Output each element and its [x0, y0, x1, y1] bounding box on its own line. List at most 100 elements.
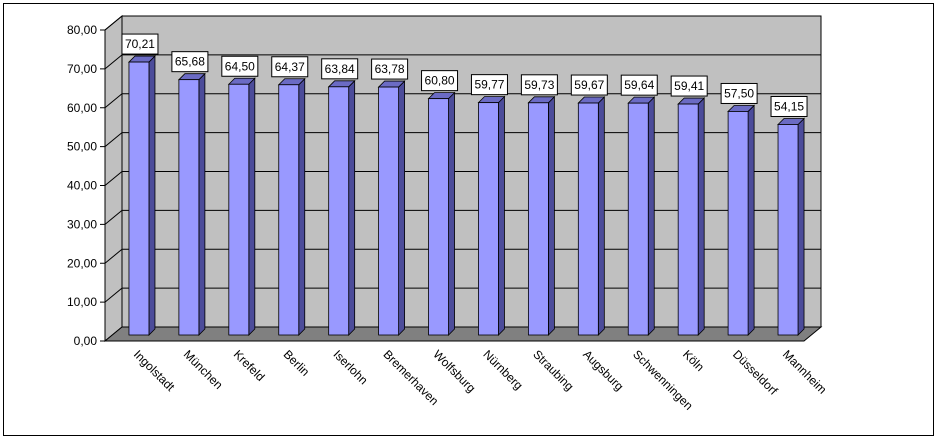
category-label: Nürnberg: [480, 347, 525, 392]
data-label: 64,37: [271, 56, 309, 78]
bar-side: [198, 72, 206, 336]
bar: [677, 97, 706, 336]
data-label-value: 64,50: [225, 59, 255, 73]
data-label-value: 64,37: [275, 60, 305, 74]
data-label-box: [520, 74, 558, 96]
y-tick-label: 10,00: [67, 295, 97, 309]
data-label-box: [321, 58, 359, 80]
plot-walls: [103, 14, 823, 343]
bar-front: [727, 111, 749, 336]
data-label: 63,84: [321, 58, 359, 80]
data-label-box: [570, 74, 608, 96]
bar-side: [148, 55, 156, 336]
data-label-value: 59,77: [474, 78, 504, 92]
bar-side: [647, 96, 655, 336]
data-label-value: 63,84: [325, 62, 355, 76]
category-label: Krefeld: [231, 347, 268, 384]
bar: [577, 96, 606, 336]
bar-side: [797, 117, 805, 336]
y-tick-label: 40,00: [67, 179, 97, 193]
data-label-value: 70,21: [125, 37, 155, 51]
data-label: 57,50: [720, 82, 758, 104]
bar: [427, 91, 456, 336]
category-label: Düsseldorf: [730, 347, 781, 398]
data-label-box: [670, 75, 708, 97]
data-label-box: [171, 51, 209, 73]
data-label-value: 59,67: [574, 78, 604, 92]
bar-front: [677, 103, 699, 336]
category-label: München: [181, 347, 226, 392]
category-label: Augsburg: [580, 347, 626, 393]
data-label: 64,50: [221, 55, 259, 77]
gridline: [104, 54, 821, 70]
data-label-box: [620, 74, 658, 96]
bar-front: [577, 102, 599, 336]
bar-front: [128, 61, 150, 336]
bar-front: [328, 86, 350, 336]
floor: [103, 326, 823, 342]
data-label: 59,73: [520, 74, 558, 96]
bar: [227, 77, 256, 336]
data-label: 59,77: [470, 74, 508, 96]
bar-side: [747, 104, 755, 336]
data-label: 60,80: [421, 70, 459, 92]
data-label-value: 63,78: [375, 62, 405, 76]
bar-side: [448, 91, 455, 336]
bar: [727, 104, 756, 336]
data-labels: 70,21 65,68 64,50 64,37 63,84 63,78 60,80 59,77…: [121, 33, 808, 117]
bar-side: [597, 96, 605, 336]
data-label: 63,78: [371, 58, 409, 80]
bar-side: [298, 77, 306, 336]
category-label: Straubing: [530, 347, 576, 393]
bar-side: [398, 80, 406, 336]
bar-side: [547, 95, 555, 336]
x-axis: Ingolstadt München Krefeld Berlin Iserlohn Br…: [105, 340, 830, 413]
bar-front: [278, 84, 300, 336]
data-label-value: 60,80: [425, 74, 455, 88]
data-label: 65,68: [171, 51, 209, 73]
y-tick-label: 0,00: [74, 334, 98, 348]
data-label-value: 54,15: [774, 99, 804, 113]
bars: [127, 55, 806, 336]
data-label: 59,41: [670, 75, 708, 97]
data-label-box: [371, 58, 409, 80]
data-label-box: [221, 55, 259, 77]
data-label-box: [720, 82, 758, 104]
category-label: Berlin: [281, 347, 313, 379]
y-tick-label: 70,00: [67, 62, 97, 76]
bar: [527, 95, 556, 336]
category-label: Mannheim: [780, 347, 830, 397]
data-label-value: 59,73: [524, 78, 554, 92]
data-label: 59,67: [570, 74, 608, 96]
bar: [277, 77, 306, 336]
bar-front: [178, 79, 200, 336]
bar-front: [627, 102, 649, 336]
bar-front: [378, 86, 400, 336]
bar-front: [777, 124, 799, 336]
bar-front: [228, 83, 250, 336]
category-label: Ingolstadt: [131, 347, 178, 394]
bar-side: [697, 97, 705, 336]
bar-side: [348, 79, 356, 336]
bar-front: [478, 102, 499, 336]
bar: [627, 96, 656, 336]
bar-side: [248, 77, 256, 336]
data-label-box: [121, 33, 159, 55]
category-label: Köln: [680, 347, 707, 374]
bar-side: [498, 95, 505, 336]
bar: [377, 80, 406, 336]
y-axis: 0,00 10,00 20,00 30,00 40,00 50,00 60,00 70,00 8…: [67, 23, 106, 348]
data-label: 54,15: [770, 95, 808, 117]
bar-front: [527, 102, 549, 336]
y-tick-label: 50,00: [67, 140, 97, 154]
y-tick-label: 60,00: [67, 101, 97, 115]
bar: [177, 72, 206, 336]
bar: [477, 95, 506, 336]
data-label-box: [770, 95, 808, 117]
data-label-value: 65,68: [175, 55, 205, 69]
data-label: 59,64: [620, 74, 658, 96]
bar: [127, 55, 156, 336]
bar-front: [428, 98, 449, 336]
gridline: [104, 15, 821, 31]
